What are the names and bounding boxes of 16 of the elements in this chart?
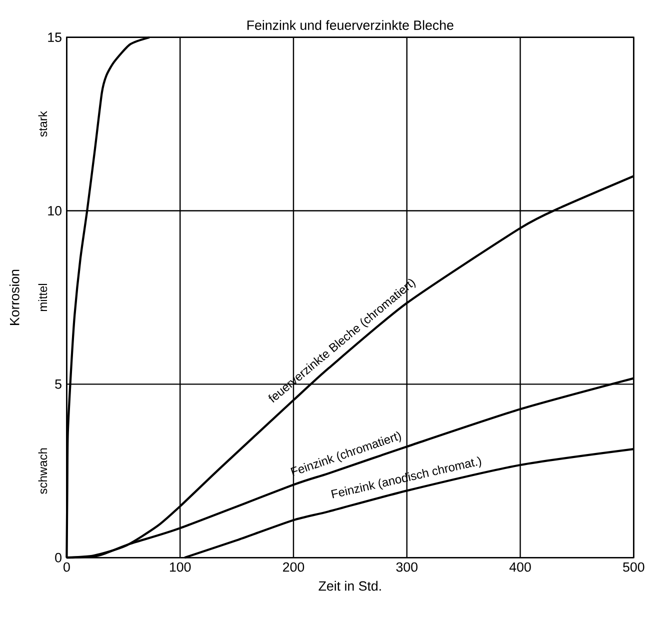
x-tick-label: 0 bbox=[64, 562, 70, 572]
x-tick-label: 200 bbox=[283, 562, 304, 572]
y-tick-label: 5 bbox=[55, 380, 62, 390]
x-tick-label: 100 bbox=[170, 562, 191, 572]
y-tick-label: 15 bbox=[48, 32, 62, 42]
x-axis-title: Zeit in Std. bbox=[318, 581, 381, 591]
chart-title: Feinzink und feuerverzinkte Bleche bbox=[247, 20, 454, 30]
text: mittel bbox=[38, 284, 48, 312]
y-tick-label: 10 bbox=[48, 206, 62, 216]
x-tick-label: 300 bbox=[396, 562, 418, 572]
y-axis-title: Korrosion bbox=[10, 270, 20, 326]
text: schwach bbox=[38, 448, 48, 494]
x-tick-label: 400 bbox=[509, 562, 531, 572]
y-tick-label: 0 bbox=[55, 553, 62, 562]
x-tick-label: 500 bbox=[623, 562, 644, 572]
text: stark bbox=[38, 111, 48, 137]
